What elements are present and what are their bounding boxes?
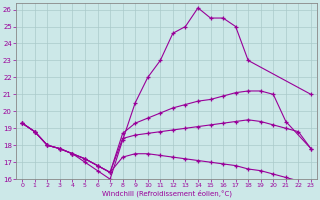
X-axis label: Windchill (Refroidissement éolien,°C): Windchill (Refroidissement éolien,°C) bbox=[101, 190, 232, 197]
